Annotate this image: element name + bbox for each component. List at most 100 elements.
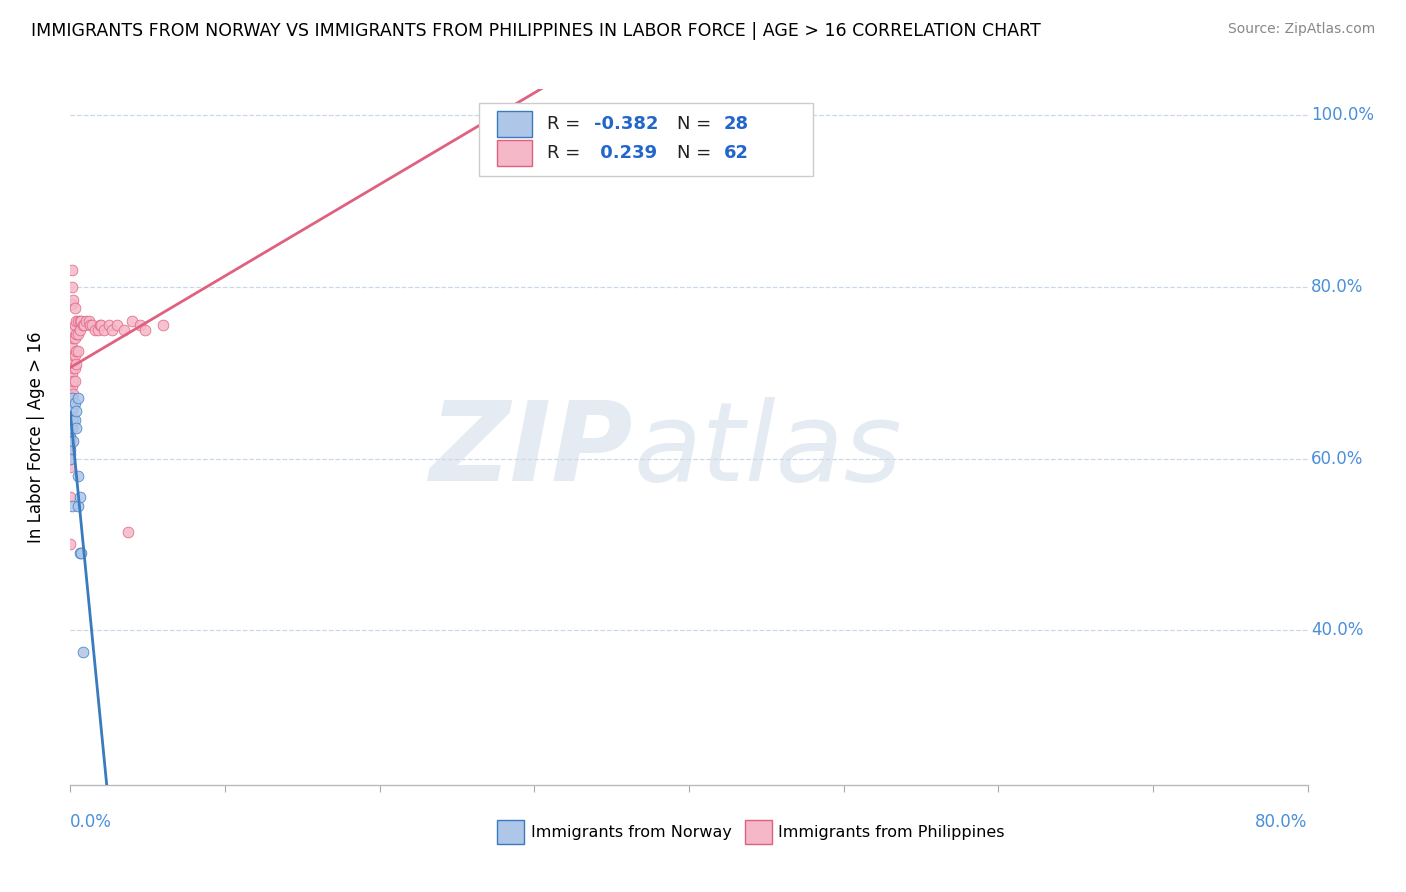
Point [152, 318, 174, 333]
Point [72, 645, 94, 659]
Point [62, 349, 84, 363]
FancyBboxPatch shape [498, 140, 531, 167]
Point [59, 383, 82, 397]
Point [63, 349, 86, 363]
Point [65, 314, 87, 328]
Point [65, 421, 87, 435]
Point [59, 460, 82, 475]
Point [60, 262, 83, 277]
Text: -0.382: -0.382 [593, 115, 658, 133]
Text: Immigrants from Norway: Immigrants from Norway [530, 825, 731, 839]
Point [60, 297, 83, 311]
Point [59, 490, 82, 504]
Text: ZIP: ZIP [430, 398, 633, 505]
Point [65, 357, 87, 371]
Point [70, 546, 93, 560]
Point [69, 490, 91, 504]
Text: R =: R = [547, 115, 586, 133]
Text: Immigrants from Philippines: Immigrants from Philippines [778, 825, 1004, 839]
Point [65, 404, 87, 418]
Point [60, 352, 83, 367]
Text: In Labor Force | Age > 16: In Labor Force | Age > 16 [27, 331, 45, 543]
Text: IMMIGRANTS FROM NORWAY VS IMMIGRANTS FROM PHILIPPINES IN LABOR FORCE | AGE > 16 : IMMIGRANTS FROM NORWAY VS IMMIGRANTS FRO… [31, 22, 1040, 40]
Point [84, 323, 107, 337]
Point [60, 392, 83, 406]
Text: 62: 62 [724, 145, 748, 162]
Point [63, 395, 86, 409]
Point [69, 323, 91, 337]
Point [62, 374, 84, 388]
Point [59, 421, 82, 435]
Point [87, 323, 110, 337]
Point [62, 413, 84, 427]
Point [90, 318, 112, 333]
Point [59, 430, 82, 444]
Point [129, 318, 152, 333]
Point [93, 323, 115, 337]
Point [59, 439, 82, 453]
Point [63, 301, 86, 316]
Point [67, 314, 90, 328]
Point [69, 314, 91, 328]
Point [59, 395, 82, 409]
Point [114, 323, 135, 337]
Point [69, 546, 91, 560]
Point [60, 404, 83, 418]
Point [80, 318, 103, 333]
Point [59, 409, 82, 423]
Point [79, 318, 101, 333]
Point [60, 340, 83, 354]
Point [59, 413, 82, 427]
Point [72, 318, 94, 333]
Point [59, 537, 82, 551]
Point [59, 447, 82, 461]
Text: 100.0%: 100.0% [1312, 106, 1374, 124]
Text: atlas: atlas [633, 398, 901, 505]
Text: N =: N = [676, 145, 717, 162]
Point [67, 326, 90, 341]
Text: R =: R = [547, 145, 586, 162]
Point [60, 378, 83, 392]
FancyBboxPatch shape [498, 111, 531, 137]
Point [77, 314, 100, 328]
FancyBboxPatch shape [745, 820, 772, 845]
Point [117, 524, 139, 539]
Point [59, 413, 82, 427]
Text: 80.0%: 80.0% [1256, 813, 1308, 830]
Point [59, 417, 82, 432]
Point [60, 279, 83, 293]
Point [62, 331, 84, 345]
Point [63, 374, 86, 388]
Text: 60.0%: 60.0% [1312, 450, 1364, 467]
Point [101, 323, 124, 337]
Text: 80.0%: 80.0% [1312, 277, 1364, 296]
Point [67, 499, 90, 513]
Point [62, 293, 84, 307]
Text: N =: N = [676, 115, 717, 133]
Point [75, 314, 97, 328]
Point [67, 468, 90, 483]
Point [63, 331, 86, 345]
Text: 40.0%: 40.0% [1312, 622, 1364, 640]
Point [65, 326, 87, 341]
Point [63, 318, 86, 333]
Point [65, 344, 87, 359]
Point [60, 421, 83, 435]
Point [105, 318, 128, 333]
Point [62, 387, 84, 401]
Point [98, 318, 120, 333]
Point [59, 421, 82, 435]
Point [60, 413, 83, 427]
Point [134, 323, 156, 337]
Text: Source: ZipAtlas.com: Source: ZipAtlas.com [1227, 22, 1375, 37]
Point [59, 434, 82, 449]
Point [63, 361, 86, 376]
Point [59, 451, 82, 466]
Point [70, 314, 93, 328]
Point [62, 400, 84, 414]
Point [121, 314, 143, 328]
Point [59, 392, 82, 406]
Point [59, 430, 82, 444]
Point [59, 400, 82, 414]
FancyBboxPatch shape [478, 103, 813, 177]
